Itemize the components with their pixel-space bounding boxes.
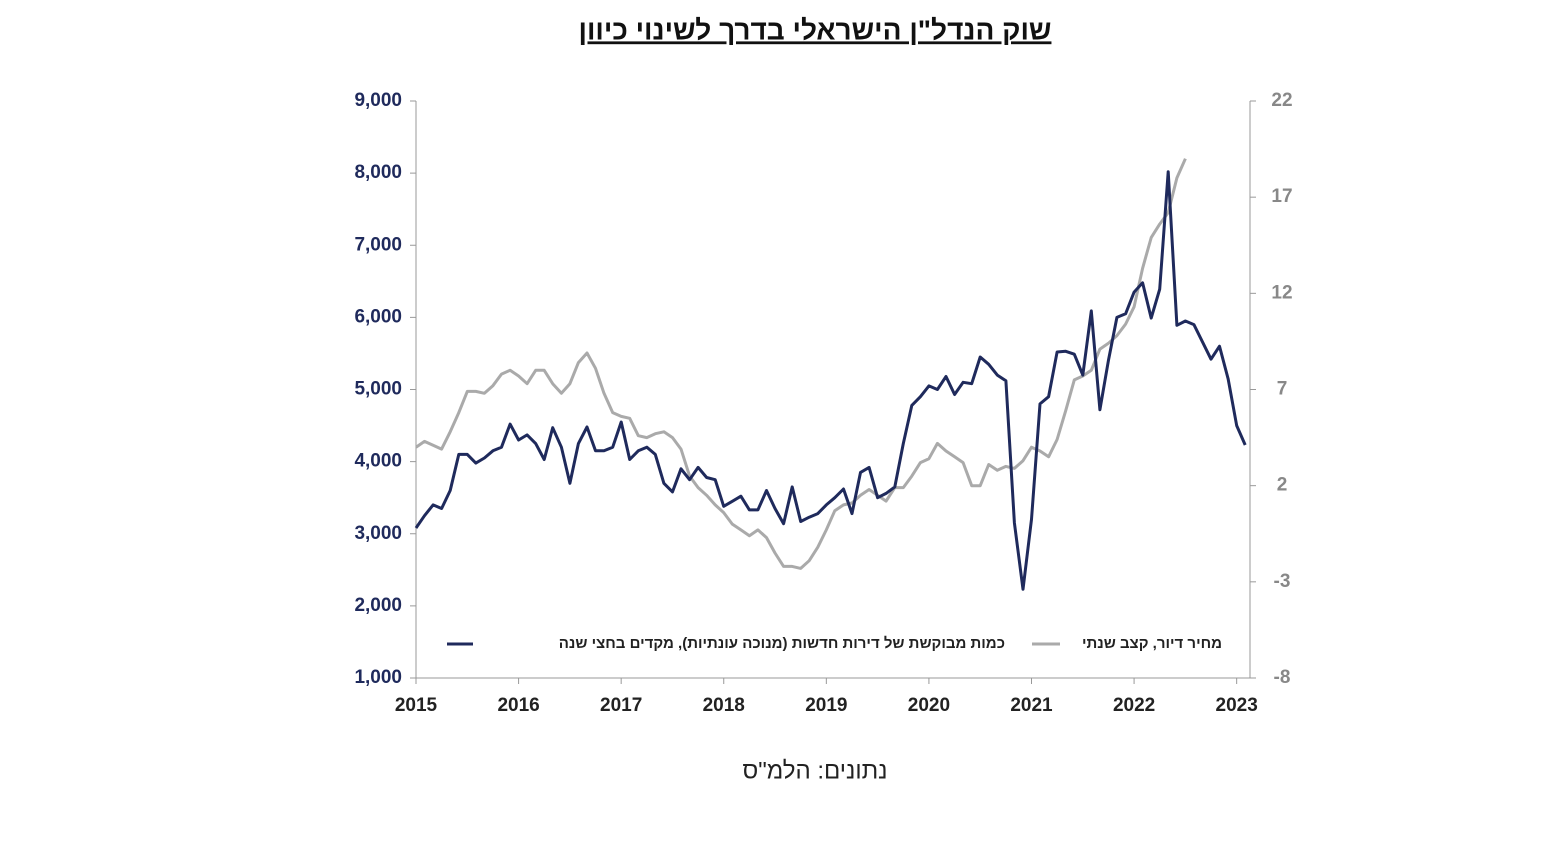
x-tick-label: 2018 [703,695,745,716]
y2-tick-label: 22 [1271,90,1292,111]
y-tick-label: 2,000 [354,595,402,616]
y-tick-label: 3,000 [354,523,402,544]
series-line [414,170,1247,591]
x-tick-label: 2015 [395,695,438,716]
y2-tick-label: 17 [1271,186,1292,207]
y-tick-label: 8,000 [354,162,402,183]
y2-tick-label: 12 [1271,282,1292,303]
y2-tick-label: 2 [1277,475,1288,496]
x-tick-label: 2016 [497,695,539,716]
y-tick-label: 4,000 [354,451,402,472]
series-line [415,158,1187,570]
y-tick-label: 6,000 [354,306,402,327]
legend-label: כמות מבוקשת של דירות חדשות (מנוכה עונתיו… [559,635,1005,652]
x-tick-label: 2022 [1113,695,1155,716]
y-tick-label: 7,000 [354,234,402,255]
y-tick-label: 5,000 [354,379,402,400]
x-tick-label: 2021 [1010,695,1053,716]
x-tick-label: 2020 [908,695,950,716]
y2-tick-label: 7 [1277,379,1288,400]
y2-tick-label: -3 [1274,571,1291,592]
x-tick-label: 2023 [1216,695,1258,716]
x-tick-label: 2017 [600,695,642,716]
y-tick-label: 1,000 [354,667,402,688]
x-tick-label: 2019 [805,695,847,716]
y2-tick-label: -8 [1274,667,1291,688]
y-tick-label: 9,000 [354,90,402,111]
chart-title: שוק הנדל"ן הישראלי בדרך לשינוי כיוון [579,14,1052,45]
legend-label: מחיר דיור, קצב שנתי [1082,635,1222,652]
source-note: נתונים: הלמ"ס [742,757,887,784]
